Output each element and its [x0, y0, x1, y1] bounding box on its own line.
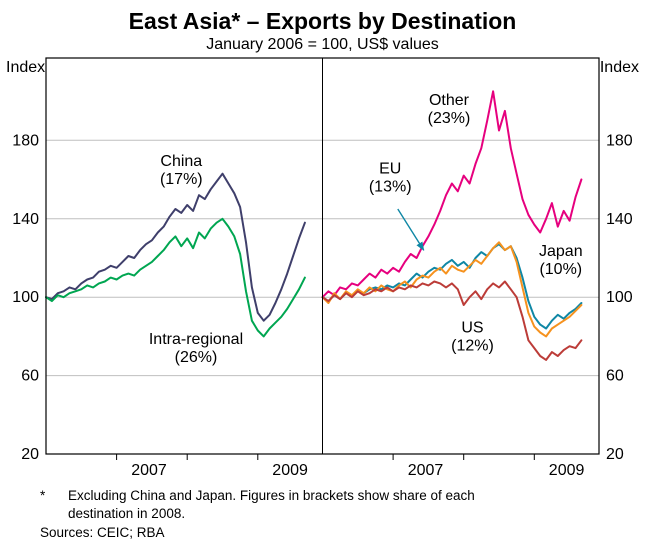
annotation-line-other-label-0: Other [429, 92, 470, 109]
footnote-marker: * [40, 488, 46, 504]
annotation-japan-label: Japan (10%) [539, 243, 583, 278]
chart-canvas: 2007 2009 China (17%) Intra-regional (26%) 200… [6, 57, 639, 479]
footnote: * Excluding China and Japan. Figures in … [40, 487, 645, 522]
y-label-left-60: 60 [21, 368, 39, 385]
series-line-japan [321, 241, 583, 338]
footnote-text: Excluding China and Japan. Figures in br… [68, 488, 475, 521]
y-axis-title-left: Index [6, 59, 45, 76]
series-line-us [321, 280, 583, 362]
y-axis-title-right: Index [600, 59, 639, 76]
y-label-left-20: 20 [21, 446, 39, 463]
annotation-line-us-label-1: (12%) [451, 338, 494, 355]
annotation-us-label: US (12%) [451, 320, 494, 355]
x-label-left-2007: 2007 [131, 462, 167, 479]
y-label-left-180: 180 [12, 133, 39, 150]
series-line-intra-regional [45, 218, 306, 338]
x-label-right-2007: 2007 [408, 462, 444, 479]
annotation-china-label: China (17%) [160, 153, 203, 188]
chart-page: East Asia* – Exports by Destination Janu… [0, 8, 645, 555]
annotation-other-label: Other (23%) [428, 92, 471, 127]
sources-text: Sources: CEIC; RBA [40, 524, 165, 540]
annotation-eu-label: EU (13%) [369, 161, 412, 196]
y-label-right-140: 140 [606, 211, 633, 228]
y-label-left-100: 100 [12, 290, 39, 307]
annotation-line-eu-label-1: (13%) [369, 179, 412, 196]
series-line-other [321, 90, 583, 299]
annotation-line-other-label-1: (23%) [428, 110, 471, 127]
series-line-china [45, 173, 306, 323]
y-label-left-140: 140 [12, 211, 39, 228]
annotation-line-intra-regional-label-0: Intra-regional [149, 332, 243, 349]
annotation-line-japan-label-1: (10%) [539, 261, 582, 278]
chart-title: East Asia* – Exports by Destination [128, 8, 517, 34]
y-label-right-180: 180 [606, 133, 633, 150]
y-label-right-100: 100 [606, 290, 633, 307]
y-label-right-20: 20 [606, 446, 624, 463]
x-label-right-2009: 2009 [549, 462, 585, 479]
annotation-line-china-label-0: China [160, 153, 202, 170]
annotation-line-japan-label-0: Japan [539, 243, 583, 260]
annotation-line-eu-label-0: EU [379, 161, 401, 178]
annotation-line-us-label-0: US [461, 320, 483, 337]
annotation-intra-regional-label: Intra-regional (26%) [149, 332, 243, 367]
annotation-line-china-label-1: (17%) [160, 171, 203, 188]
annotation-line-intra-regional-label-1: (26%) [175, 350, 218, 367]
annotation-arrow-eu-label [397, 209, 425, 252]
x-label-left-2009: 2009 [272, 462, 308, 479]
y-label-right-60: 60 [606, 368, 624, 385]
chart-subtitle: January 2006 = 100, US$ values [206, 36, 439, 54]
